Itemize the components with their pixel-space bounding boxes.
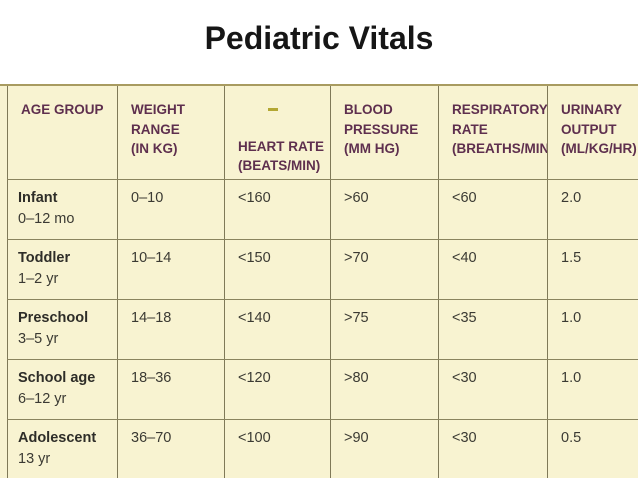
age-group-name: Toddler	[18, 249, 71, 266]
heart-rate-value: <160	[224, 179, 331, 240]
urinary-output-value: 0.5	[547, 419, 638, 478]
respiratory-rate-value: <30	[438, 419, 548, 478]
table-row-toddler: Toddler 1–2 yr 10–14 <150 >70 <40 1.5	[7, 239, 638, 300]
age-group-cell: Preschool 3–5 yr	[7, 299, 118, 360]
footnote-marker-icon	[268, 108, 278, 112]
column-header-urinary-output: URINARY OUTPUT (ML/KG/HR)	[547, 86, 638, 180]
table-row-infant: Infant 0–12 mo 0–10 <160 >60 <60 2.0	[7, 179, 638, 240]
age-group-range: 3–5 yr	[18, 330, 59, 347]
column-header-blood-pressure: BLOOD PRESSURE (MM HG)	[330, 86, 439, 180]
weight-range-value: 14–18	[117, 299, 225, 360]
blood-pressure-value: >80	[330, 359, 439, 420]
table-row-school-age: School age 6–12 yr 18–36 <120 >80 <30 1.…	[7, 359, 638, 420]
age-group-cell: Adolescent 13 yr	[7, 419, 118, 478]
column-header-age-group: AGE GROUP	[7, 86, 118, 180]
age-group-cell: School age 6–12 yr	[7, 359, 118, 420]
respiratory-rate-value: <35	[438, 299, 548, 360]
blood-pressure-value: >90	[330, 419, 439, 478]
blood-pressure-value: >70	[330, 239, 439, 300]
urinary-output-value: 1.0	[547, 359, 638, 420]
table-row-adolescent: Adolescent 13 yr 36–70 <100 >90 <30 0.5	[7, 419, 638, 478]
column-header-heart-rate-label: HEART RATE (BEATS/MIN)	[238, 138, 324, 174]
age-group-range: 13 yr	[18, 450, 51, 467]
age-group-name: Infant	[18, 189, 58, 206]
urinary-output-value: 1.5	[547, 239, 638, 300]
weight-range-value: 10–14	[117, 239, 225, 300]
age-group-cell: Toddler 1–2 yr	[7, 239, 118, 300]
weight-range-value: 18–36	[117, 359, 225, 420]
header-row: AGE GROUP WEIGHT RANGE (IN KG) HEART RAT…	[7, 86, 638, 180]
age-group-name: Preschool	[18, 309, 89, 326]
age-group-name: Adolescent	[18, 429, 97, 446]
page-title: Pediatric Vitals	[204, 20, 434, 56]
respiratory-rate-value: <40	[438, 239, 548, 300]
heart-rate-value: <120	[224, 359, 331, 420]
age-group-range: 1–2 yr	[18, 270, 59, 287]
blood-pressure-value: >75	[330, 299, 439, 360]
urinary-output-value: 2.0	[547, 179, 638, 240]
blood-pressure-value: >60	[330, 179, 439, 240]
column-header-weight-range: WEIGHT RANGE (IN KG)	[117, 86, 225, 180]
age-group-cell: Infant 0–12 mo	[7, 179, 118, 240]
age-group-range: 6–12 yr	[18, 390, 67, 407]
table-row-preschool: Preschool 3–5 yr 14–18 <140 >75 <35 1.0	[7, 299, 638, 360]
heart-rate-value: <150	[224, 239, 331, 300]
vitals-table-area: AGE GROUP WEIGHT RANGE (IN KG) HEART RAT…	[0, 84, 638, 478]
respiratory-rate-value: <60	[438, 179, 548, 240]
column-header-heart-rate: HEART RATE (BEATS/MIN)	[224, 86, 331, 180]
age-group-range: 0–12 mo	[18, 210, 75, 227]
respiratory-rate-value: <30	[438, 359, 548, 420]
heart-rate-value: <140	[224, 299, 331, 360]
heart-rate-value: <100	[224, 419, 331, 478]
weight-range-value: 36–70	[117, 419, 225, 478]
weight-range-value: 0–10	[117, 179, 225, 240]
vitals-table: AGE GROUP WEIGHT RANGE (IN KG) HEART RAT…	[7, 86, 638, 478]
age-group-name: School age	[18, 369, 96, 386]
urinary-output-value: 1.0	[547, 299, 638, 360]
column-header-respiratory-rate: RESPIRATORY RATE (BREATHS/MIN)	[438, 86, 548, 180]
